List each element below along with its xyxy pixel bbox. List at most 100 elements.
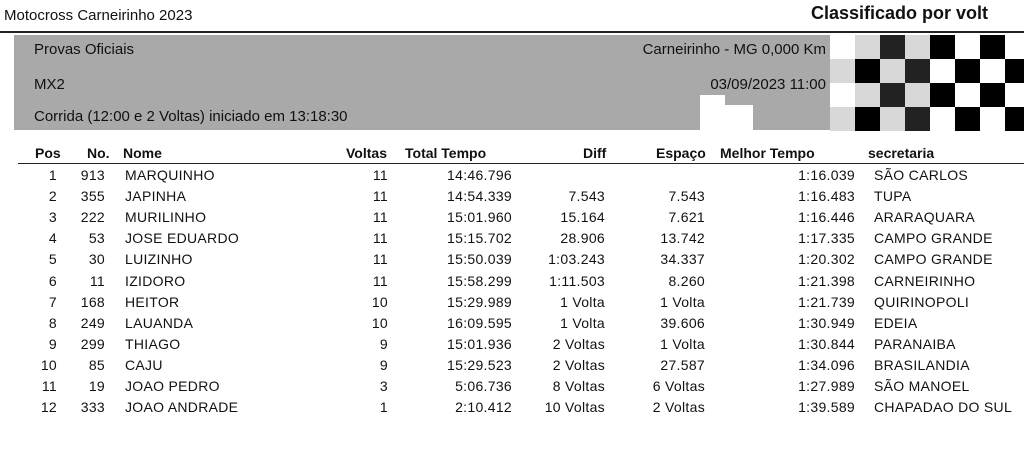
cell: 11 — [372, 167, 388, 183]
cell: 2:10.412 — [455, 399, 512, 416]
column-header: Nome — [123, 145, 162, 161]
cell: 15:15.702 — [447, 230, 512, 247]
report-title: Classificado por volt — [811, 3, 989, 23]
flag-square — [830, 107, 855, 131]
cell: JAPINHA — [125, 188, 187, 205]
column-header: secretaria — [868, 145, 935, 161]
cell: 249 — [80, 314, 105, 331]
cell: 13.742 — [660, 230, 705, 247]
cell: TUPA — [874, 188, 912, 205]
cell: 12 — [40, 399, 57, 416]
cell: 1:03.243 — [548, 251, 605, 268]
cell: EDEIA — [874, 314, 918, 331]
cell: IZIDORO — [125, 272, 186, 289]
cell: 4 — [48, 230, 57, 247]
flag-square — [980, 107, 1005, 131]
cell: 1:21.739 — [798, 293, 855, 310]
flag-square — [1005, 83, 1024, 107]
cell: 27.587 — [660, 356, 705, 373]
cell: 168 — [80, 293, 105, 310]
cell: 8.260 — [668, 272, 705, 289]
cell: BRASILANDIA — [874, 356, 970, 373]
flag-square — [930, 59, 955, 83]
flag-square — [830, 35, 855, 59]
flag-square — [855, 35, 880, 59]
cell: CAMPO GRANDE — [874, 230, 993, 247]
cell: 15:50.039 — [447, 251, 512, 268]
cell: 11 — [372, 251, 388, 268]
cell: 15:58.299 — [447, 272, 512, 289]
cell: 913 — [80, 167, 105, 183]
cell: 8 — [48, 314, 57, 331]
column-header: Total Tempo — [405, 145, 487, 161]
cell: 11 — [89, 272, 105, 289]
cell: 10 Voltas — [544, 399, 605, 416]
cell: 53 — [88, 230, 105, 247]
column-header: Diff — [583, 145, 607, 161]
cell: 10 — [40, 356, 57, 373]
cell: 1:30.844 — [798, 335, 855, 352]
cell: 9 — [48, 335, 57, 352]
cell: 9 — [379, 335, 388, 352]
cell: 28.906 — [560, 230, 605, 247]
cell: LUIZINHO — [125, 251, 193, 268]
cell: CAJU — [125, 356, 163, 373]
cell: JOSE EDUARDO — [125, 230, 240, 247]
cell: 222 — [80, 209, 105, 226]
flag-square — [1005, 59, 1024, 83]
cell: 1:17.335 — [798, 230, 855, 247]
cell: 2 — [48, 188, 57, 205]
cell: 15:01.960 — [447, 209, 512, 226]
flag-square — [930, 83, 955, 107]
cell: 8 Voltas — [552, 378, 605, 394]
cell: 1 Volta — [560, 314, 605, 331]
cell: JOAO ANDRADE — [125, 399, 239, 416]
cell: SÃO CARLOS — [874, 167, 969, 183]
cell: 2 Voltas — [552, 356, 605, 373]
flag-square — [955, 35, 980, 59]
cell: 299 — [80, 335, 105, 352]
flag-square — [930, 35, 955, 59]
flag-square — [905, 35, 930, 59]
cell: 7.543 — [668, 188, 705, 205]
cell: 1 Volta — [560, 293, 605, 310]
cell: 30 — [88, 251, 105, 268]
cell: 15.164 — [560, 209, 605, 226]
header-rule — [18, 163, 1024, 164]
flag-square — [830, 59, 855, 83]
flag-square — [700, 95, 725, 130]
cell: 11 — [372, 209, 388, 226]
cell: MARQUINHO — [125, 167, 215, 183]
cell: MURILINHO — [125, 209, 207, 226]
flag-square — [855, 107, 880, 131]
location: Carneirinho - MG 0,000 Km — [642, 41, 826, 58]
cell: 1:39.589 — [798, 399, 855, 416]
column-header: Pos — [35, 145, 61, 161]
flag-square — [880, 83, 905, 107]
cell: 333 — [80, 399, 105, 416]
cell: 5 — [48, 251, 57, 268]
flag-square — [905, 107, 930, 131]
flag-square — [955, 107, 980, 131]
flag-square — [980, 83, 1005, 107]
cell: 3 — [379, 378, 388, 394]
cell: 2 Voltas — [652, 399, 705, 416]
cell: 16:09.595 — [447, 314, 512, 331]
cell: ARARAQUARA — [874, 209, 976, 226]
cell: 15:29.989 — [447, 293, 512, 310]
cell: SÃO MANOEL — [874, 378, 970, 394]
cell: 19 — [88, 378, 105, 394]
cell: 1:27.989 — [798, 378, 855, 394]
cell: 1:30.949 — [798, 314, 855, 331]
datetime: 03/09/2023 11:00 — [710, 76, 826, 93]
cell: 11 — [372, 188, 388, 205]
cell: 7.543 — [568, 188, 605, 205]
cell: 7.621 — [668, 209, 705, 226]
cell: 1:16.446 — [798, 209, 855, 226]
cell: 6 — [48, 272, 57, 289]
flag-square — [855, 59, 880, 83]
cell: 10 — [371, 293, 388, 310]
cell: THIAGO — [125, 335, 181, 352]
cell: 1 Volta — [660, 335, 705, 352]
cell: 1 Volta — [660, 293, 705, 310]
